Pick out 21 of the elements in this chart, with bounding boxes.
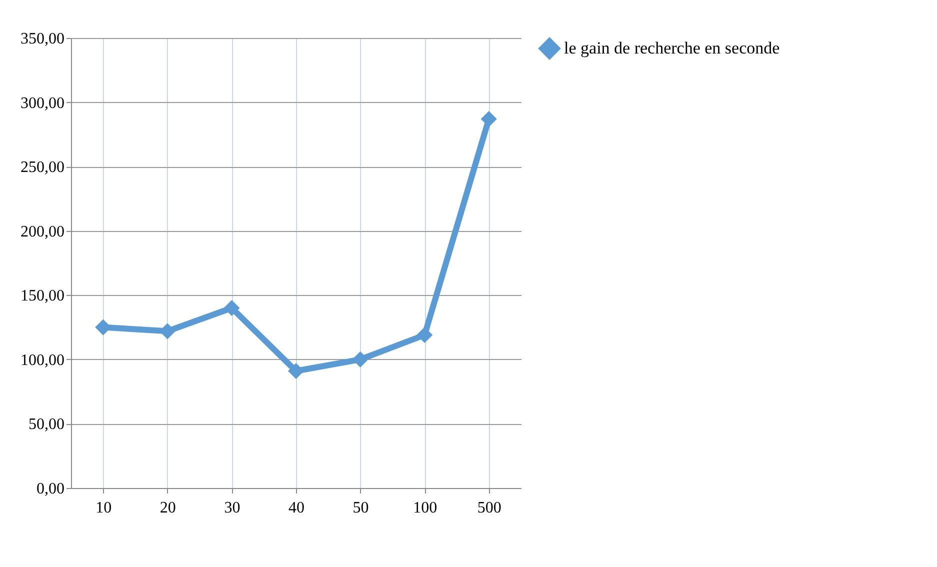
y-tick-label: 150,00 — [20, 288, 64, 305]
y-tick-label: 0,00 — [36, 480, 64, 498]
x-tick-label: 50 — [352, 500, 369, 516]
x-tick-label: 30 — [224, 500, 240, 516]
point — [224, 300, 240, 316]
y-tick-label: 350,00 — [20, 30, 64, 48]
x-tick-label: 20 — [160, 500, 176, 516]
point — [480, 110, 497, 128]
y-tick-label: 50,00 — [28, 416, 64, 434]
y-tick-label: 100,00 — [20, 352, 64, 369]
x-tick-label: 100 — [413, 500, 438, 516]
y-tick-label: 200,00 — [20, 223, 64, 240]
x-tick-label: 10 — [96, 500, 112, 516]
x-tick-label: 40 — [288, 500, 304, 516]
x-tick-label: 500 — [477, 500, 502, 516]
point — [416, 326, 433, 344]
legend-label: le gain de recherche en seconde — [564, 38, 780, 58]
y-tick-label: 300,00 — [20, 94, 64, 112]
point — [288, 362, 304, 380]
y-tick-label: 250,00 — [20, 159, 64, 176]
point — [352, 351, 368, 368]
